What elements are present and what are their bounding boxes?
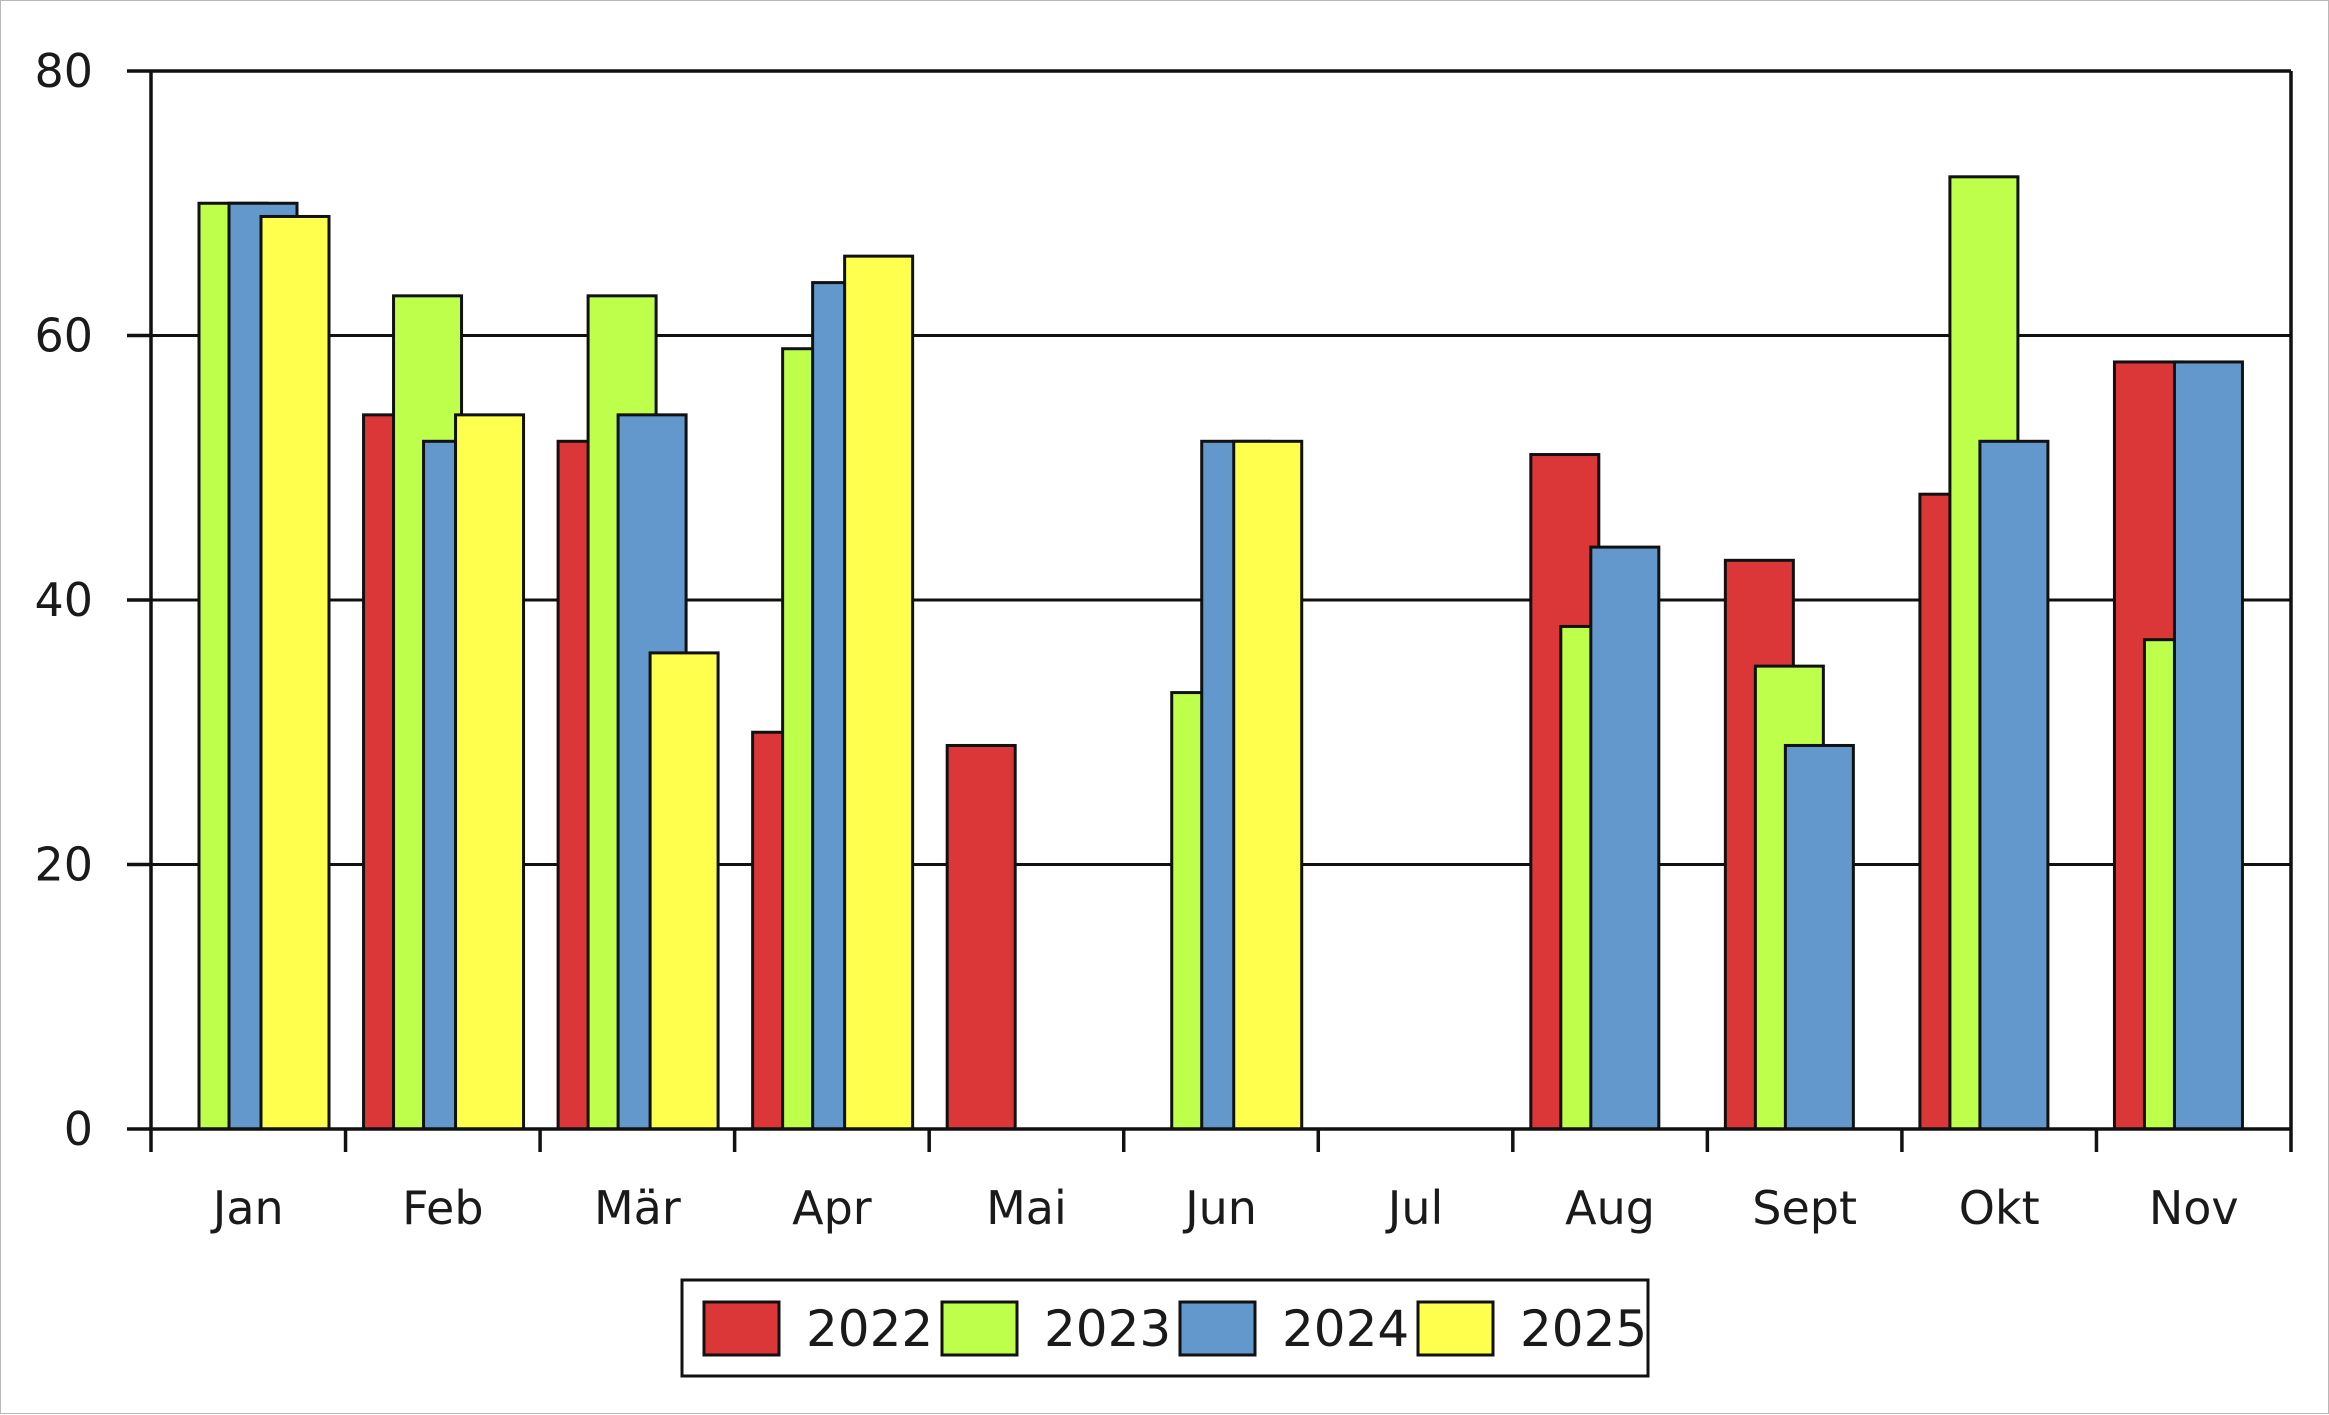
x-tick-label-Nov: Nov: [2149, 1181, 2239, 1235]
x-tick-label-Apr: Apr: [792, 1181, 872, 1235]
x-tick-label-Jan: Jan: [210, 1181, 284, 1235]
x-tick-label-Feb: Feb: [402, 1181, 483, 1235]
x-tick-label-Mai: Mai: [986, 1181, 1067, 1235]
bar-2024-Aug: [1589, 545, 1661, 1131]
bar-2025-Apr: [843, 254, 915, 1131]
bars: [197, 175, 2244, 1131]
bar-2024-Sept: [1783, 743, 1855, 1131]
x-tick-label-Mär: Mär: [594, 1181, 681, 1235]
axis-ticks: 0 20 40 60 80 Jan Feb Mär Apr Mai Jun Jul Aug Sept Okt…: [34, 44, 2293, 1235]
legend: 2022 2023 2024 2025: [680, 1278, 1650, 1378]
legend-label-2025: 2025: [1520, 1300, 1647, 1358]
y-tick-label: 80: [34, 44, 93, 98]
y-tick-label: 40: [34, 573, 93, 627]
y-tick-label: 0: [64, 1102, 93, 1156]
x-tick-label-Jul: Jul: [1385, 1181, 1444, 1235]
y-tick-label: 20: [34, 838, 93, 892]
legend-label-2024: 2024: [1282, 1300, 1409, 1358]
bar-2024-Nov: [2172, 360, 2244, 1131]
bar-2025-Jan: [259, 214, 331, 1131]
legend-label-2022: 2022: [806, 1300, 933, 1358]
legend-swatch-2022: [702, 1300, 781, 1357]
x-tick-label-Sept: Sept: [1752, 1181, 1857, 1235]
x-tick-label-Jun: Jun: [1182, 1181, 1257, 1235]
x-tick-label-Okt: Okt: [1959, 1181, 2040, 1235]
legend-swatch-2024: [1178, 1300, 1257, 1357]
legend-swatch-2023: [940, 1300, 1019, 1357]
legend-label-2023: 2023: [1044, 1300, 1171, 1358]
bar-2025-Jun: [1232, 439, 1304, 1131]
bar-2025-Feb: [454, 413, 526, 1131]
x-tick-label-Aug: Aug: [1565, 1181, 1655, 1235]
y-tick-label: 60: [34, 309, 93, 363]
bar-2024-Okt: [1978, 439, 2050, 1131]
legend-swatch-2025: [1416, 1300, 1495, 1357]
bar-2025-Mär: [648, 651, 720, 1131]
bar-2022-Mai: [945, 743, 1017, 1131]
